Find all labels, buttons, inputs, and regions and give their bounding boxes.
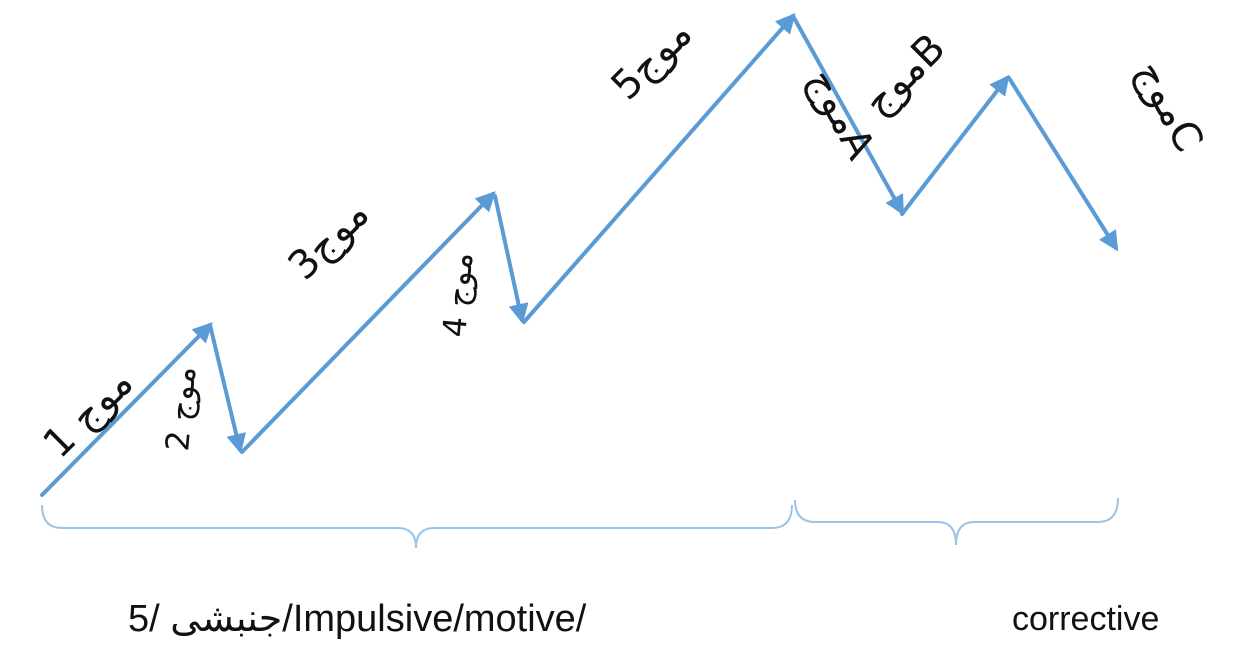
wave-5-segment bbox=[522, 12, 796, 324]
wave-b-label: موجB bbox=[855, 25, 956, 126]
wave-b-segment bbox=[900, 74, 1010, 216]
wave-3-label: موج3 bbox=[280, 191, 379, 290]
wave-2-segment bbox=[208, 323, 246, 454]
wave-4-segment bbox=[493, 194, 529, 324]
wave-1-segment bbox=[40, 322, 213, 497]
wave-5-label: موج5 bbox=[603, 11, 702, 110]
impulse-bracket bbox=[41, 504, 793, 549]
wave-c-segment bbox=[1007, 76, 1119, 252]
wave-4-label: موج 4 bbox=[435, 251, 480, 339]
wave-1-label: موج 1 bbox=[35, 360, 143, 468]
wave-3-segment bbox=[240, 191, 496, 454]
corrective-caption: corrective bbox=[1012, 600, 1160, 638]
wave-c-label: موجC bbox=[1125, 53, 1212, 160]
wave-a-segment bbox=[791, 14, 904, 216]
impulse-caption: جنبشی /5/Impulsive/motive/ bbox=[128, 598, 587, 640]
corrective-bracket bbox=[794, 497, 1119, 546]
wave-2-label: موج 2 bbox=[158, 365, 203, 453]
